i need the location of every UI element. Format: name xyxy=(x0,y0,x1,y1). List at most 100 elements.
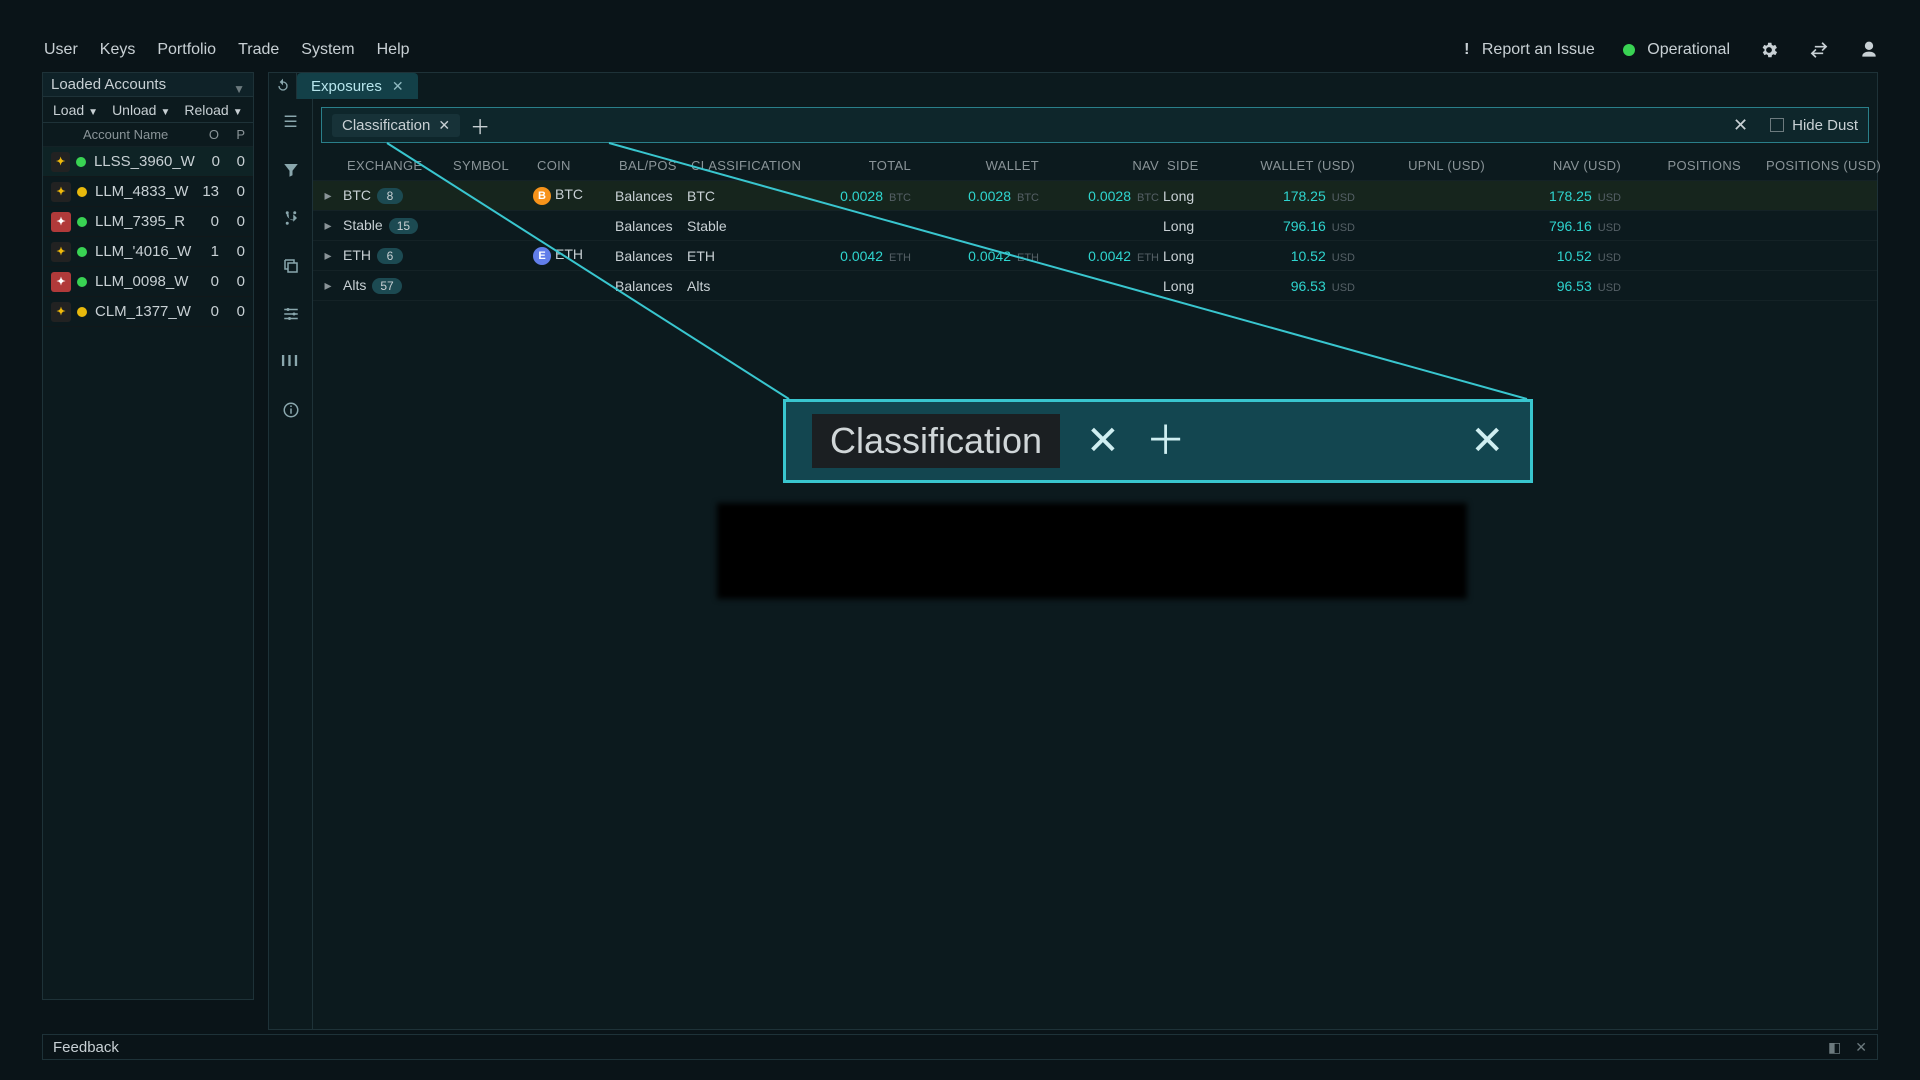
cell-unit: ETH xyxy=(1017,252,1039,264)
expand-icon[interactable]: ▸ xyxy=(313,247,343,264)
menu-portfolio[interactable]: Portfolio xyxy=(157,41,216,59)
info-icon[interactable] xyxy=(280,399,302,421)
exchange-icon: ✦ xyxy=(51,152,70,172)
cell-value: 0.0028 xyxy=(840,188,883,204)
menu-keys[interactable]: Keys xyxy=(100,41,136,59)
feedback-pin-icon[interactable]: ◧ xyxy=(1828,1039,1841,1056)
main-panel: Exposures ✕ ☰ III xyxy=(268,72,1878,1030)
accounts-rows: ✦LLSS_3960_W00✦LLM_4833_W130✦LLM_7395_R0… xyxy=(43,147,253,327)
account-p: 0 xyxy=(219,303,245,320)
filter-icon[interactable] xyxy=(280,159,302,181)
menu-icon[interactable]: ☰ xyxy=(280,111,302,133)
cell-side: Long xyxy=(1163,218,1223,234)
grid-row[interactable]: ▸Stable15BalancesStableLong796.16USD796.… xyxy=(313,211,1877,241)
callout-chip-close-icon[interactable]: ✕ xyxy=(1086,421,1120,461)
grid-row[interactable]: ▸BTC8BBTCBalancesBTC0.0028BTC0.0028BTC0.… xyxy=(313,181,1877,211)
cell-unit: BTC xyxy=(1017,192,1039,204)
grid-col-header[interactable]: WALLET (USD) xyxy=(1223,158,1359,173)
feedback-close-icon[interactable]: ✕ xyxy=(1855,1039,1867,1056)
grid-col-header[interactable]: WALLET xyxy=(915,158,1043,173)
hide-dust-toggle[interactable]: Hide Dust xyxy=(1770,117,1858,134)
account-o: 0 xyxy=(193,303,219,320)
grid-col-header[interactable]: SYMBOL xyxy=(449,158,533,173)
grid-col-header[interactable]: EXCHANGE xyxy=(343,158,449,173)
col-o: O xyxy=(193,127,219,142)
cell-value: 0.0042 xyxy=(840,248,883,264)
grid-col-header[interactable]: NAV (USD) xyxy=(1489,158,1625,173)
account-name: LLM_4833_W xyxy=(95,183,193,200)
menu-system[interactable]: System xyxy=(301,41,354,59)
grid-row[interactable]: ▸Alts57BalancesAltsLong96.53USD96.53USD9… xyxy=(313,271,1877,301)
account-name: LLM_0098_W xyxy=(95,273,193,290)
cell-nav-usd: 10.52USD xyxy=(1489,248,1625,264)
cell-side: Long xyxy=(1163,248,1223,264)
route-icon[interactable] xyxy=(280,207,302,229)
settings-icon[interactable] xyxy=(1758,39,1780,61)
grid-col-header[interactable]: NAV xyxy=(1043,158,1163,173)
expand-icon[interactable]: ▸ xyxy=(313,217,343,234)
grid-col-header[interactable]: SIDE xyxy=(1163,158,1223,173)
callout-close-icon[interactable]: ✕ xyxy=(1470,421,1504,461)
account-row[interactable]: ✦LLM_0098_W00 xyxy=(43,267,253,297)
menu-user[interactable]: User xyxy=(44,41,78,59)
sliders-icon[interactable] xyxy=(280,303,302,325)
cell-unit: ETH xyxy=(1137,252,1159,264)
grid-row[interactable]: ▸ETH6EETHBalancesETH0.0042ETH0.0042ETH0.… xyxy=(313,241,1877,271)
report-issue[interactable]: ! Report an Issue xyxy=(1464,41,1595,59)
grid-col-header[interactable]: TOTAL xyxy=(787,158,915,173)
tab-close-icon[interactable]: ✕ xyxy=(392,78,404,95)
chip-close-icon[interactable]: ✕ xyxy=(438,117,450,134)
tab-bar: Exposures ✕ xyxy=(269,73,1877,99)
expand-icon[interactable]: ▸ xyxy=(313,187,343,204)
exchange-icon: ✦ xyxy=(51,182,71,202)
account-row[interactable]: ✦CLM_1377_W00 xyxy=(43,297,253,327)
account-o: 13 xyxy=(193,183,219,200)
clear-filters-icon[interactable]: ✕ xyxy=(1733,115,1748,136)
account-row[interactable]: ✦LLSS_3960_W00 xyxy=(43,147,253,177)
expand-icon[interactable]: ▸ xyxy=(313,277,343,294)
grid-col-header[interactable]: POSITIONS (USD) xyxy=(1745,158,1885,173)
cell-unit: USD xyxy=(1332,222,1355,234)
swap-icon[interactable] xyxy=(1808,39,1830,61)
feedback-label[interactable]: Feedback xyxy=(53,1039,119,1056)
reload-button[interactable]: Reload▼ xyxy=(184,102,242,118)
col-p: P xyxy=(219,127,245,142)
cell-unit: USD xyxy=(1332,192,1355,204)
grid-col-header[interactable]: BAL/POS xyxy=(615,158,687,173)
user-icon[interactable] xyxy=(1858,39,1880,61)
status-dot-icon xyxy=(77,277,87,287)
cell-nav: 0.0028BTC xyxy=(1043,188,1163,204)
filter-chip-classification[interactable]: Classification ✕ xyxy=(332,114,460,137)
account-row[interactable]: ✦LLM_7395_R00 xyxy=(43,207,253,237)
exchange-icon: ✦ xyxy=(51,272,71,292)
count-pill: 6 xyxy=(377,248,403,264)
unload-button[interactable]: Unload▼ xyxy=(112,102,170,118)
tab-reload-icon[interactable] xyxy=(269,73,297,99)
add-filter-icon[interactable]: ＋ xyxy=(470,111,490,140)
cell-unit: USD xyxy=(1598,192,1621,204)
status-dot-icon xyxy=(76,157,86,167)
cell-nav-usd: 96.53USD xyxy=(1489,278,1625,294)
pin-icon[interactable]: ▼ xyxy=(233,77,245,101)
grid-col-header[interactable]: COIN xyxy=(533,158,615,173)
columns-icon[interactable]: III xyxy=(280,351,302,373)
menu-trade[interactable]: Trade xyxy=(238,41,279,59)
grid-col-header[interactable]: POSITIONS xyxy=(1625,158,1745,173)
grid-col-header[interactable]: TOTAL (USD) xyxy=(1885,158,1920,173)
copy-icon[interactable] xyxy=(280,255,302,277)
hide-dust-label: Hide Dust xyxy=(1792,117,1858,134)
cell-classification: Alts xyxy=(687,278,787,294)
account-row[interactable]: ✦LLM_'4016_W10 xyxy=(43,237,253,267)
grid-col-header[interactable]: CLASSIFICATION xyxy=(687,158,787,173)
grid-col-header[interactable]: UPNL (USD) xyxy=(1359,158,1489,173)
account-name: LLM_'4016_W xyxy=(95,243,193,260)
cell-value: 0.0042 xyxy=(968,248,1011,264)
account-row[interactable]: ✦LLM_4833_W130 xyxy=(43,177,253,207)
load-button[interactable]: Load▼ xyxy=(53,102,98,118)
status-dot-icon xyxy=(77,187,87,197)
callout-add-icon[interactable]: ＋ xyxy=(1146,421,1186,461)
menu-help[interactable]: Help xyxy=(377,41,410,59)
account-o: 0 xyxy=(193,273,219,290)
exchange-icon: ✦ xyxy=(51,212,71,232)
tab-exposures[interactable]: Exposures ✕ xyxy=(297,73,418,99)
